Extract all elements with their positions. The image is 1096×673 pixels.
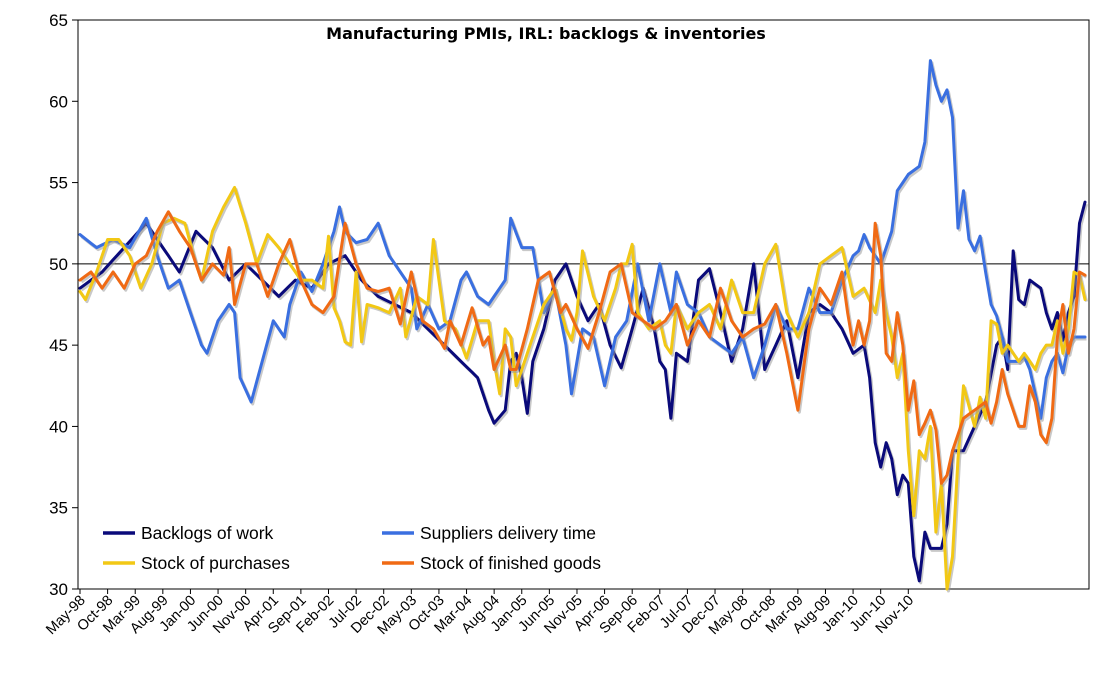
y-tick-label: 50 (49, 255, 68, 274)
series-line-stock-of-finished-goods (78, 210, 1087, 485)
series-line-suppliers-delivery-time (78, 59, 1087, 420)
y-tick-label: 40 (49, 417, 68, 436)
series-line-stock-of-purchases (78, 185, 1087, 591)
plot-area (77, 19, 1090, 590)
legend-label: Suppliers delivery time (420, 523, 596, 543)
legend-label: Backlogs of work (141, 523, 274, 543)
y-tick-label: 60 (49, 92, 68, 111)
chart-title: Manufacturing PMIs, IRL: backlogs & inve… (326, 24, 766, 43)
legend: Backlogs of work Suppliers delivery time S… (103, 523, 601, 573)
y-tick-label: 55 (49, 174, 68, 193)
legend-label: Stock of purchases (141, 553, 290, 573)
y-tick-label: 45 (49, 336, 68, 355)
x-axis: May-98Oct-98Mar-99Aug-99Jan-00Jun-00Nov-… (43, 589, 917, 638)
legend-label: Stock of finished goods (420, 553, 601, 573)
y-tick-label: 65 (49, 11, 68, 30)
y-tick-label: 35 (49, 499, 68, 518)
y-tick-label: 30 (49, 580, 68, 599)
series-layer (78, 59, 1088, 593)
y-axis: 30 35 40 45 50 55 60 65 (49, 11, 78, 599)
